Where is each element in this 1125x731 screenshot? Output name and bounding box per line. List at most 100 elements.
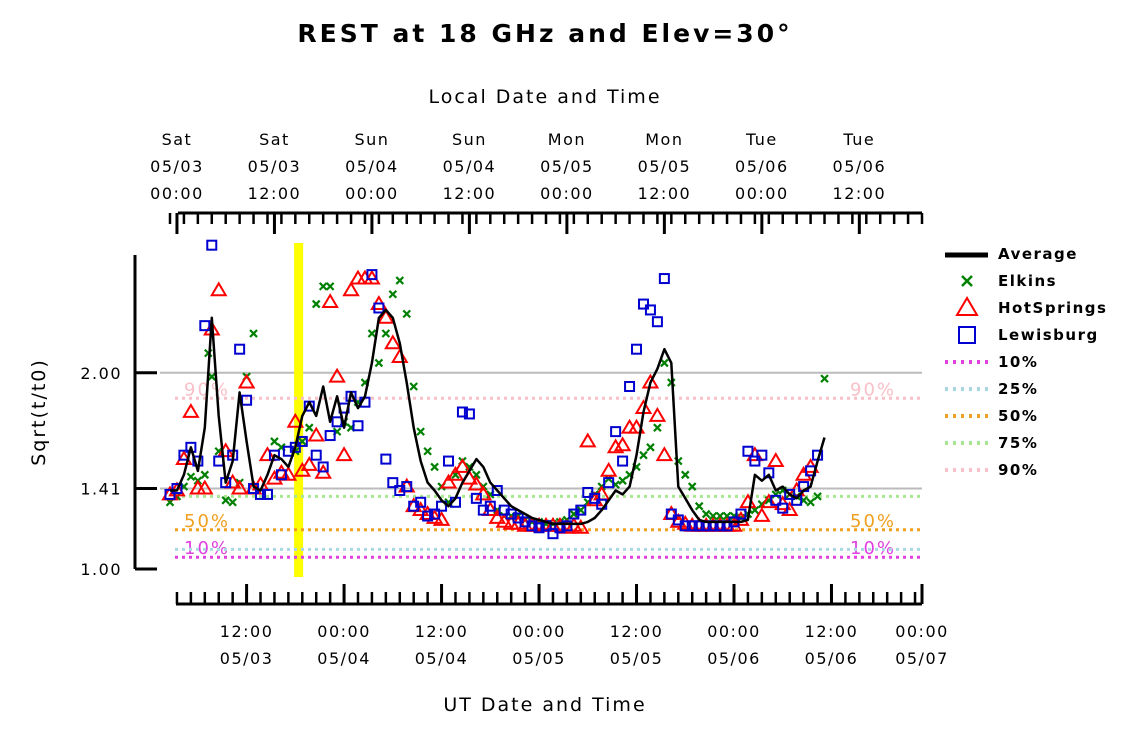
hotsprings-point [780,501,799,517]
elkins-point [687,482,697,491]
elkins-point [694,501,704,511]
elkins-point [680,470,690,480]
hotsprings-point [760,493,778,509]
x-stroke [374,358,384,368]
elkins-point [806,497,815,507]
lewisburg-point [401,481,413,493]
percentile-label-left: 10% [184,538,230,559]
x-stroke [277,443,286,452]
hotsprings-point [223,473,242,489]
lewisburg-point [234,343,246,355]
elkins-point [270,437,279,446]
top-tick-day: Sat [259,130,290,149]
elkins-point [318,282,328,291]
x-stroke [701,509,711,519]
hotsprings-point [753,507,771,522]
legend-item: 10% [945,353,1037,371]
hotsprings-point [230,479,249,495]
hotsprings-point [655,446,674,462]
hotsprings-point [488,509,507,524]
average-line [170,308,826,526]
lewisburg-point [324,430,336,442]
data-series [161,239,829,540]
lewisburg-point [491,485,503,496]
x-stroke [660,358,669,368]
lewisburg-point [624,380,636,392]
elkins-point [311,299,321,309]
legend-label: 50% [998,407,1038,425]
hotsprings-point [335,446,353,462]
top-tick-time: 12:00 [248,184,302,203]
lewisburg-point [679,520,691,532]
bottom-tick-time: 00:00 [707,622,761,641]
x-stroke [409,382,418,391]
hotsprings-point [279,465,298,481]
hotsprings-point [237,373,256,389]
percentile-label-right: 10% [850,538,896,559]
x-stroke [402,309,412,319]
elkins-point [771,490,781,499]
hotsprings-point [746,446,764,462]
x-stroke [270,437,279,446]
lewisburg-point [637,298,649,310]
hotsprings-point [342,281,360,297]
lewisburg-point [199,320,211,332]
percentile-label-right: 50% [850,511,896,532]
lewisburg-point [429,508,441,520]
lewisburg-point [547,528,559,540]
elkins-point [228,497,237,507]
lewisburg-point [387,477,399,489]
elkins-point [820,374,829,383]
top-tick-date: 05/06 [735,157,789,176]
y-tick-label: 1.41 [80,480,122,499]
elkins-point [402,309,412,319]
elkins-point [660,358,669,368]
x-stroke [722,511,732,521]
elkins-point [367,329,377,338]
top-tick-time: 00:00 [540,184,594,203]
elkins-point [381,329,391,338]
lewisburg-point [470,492,482,504]
lewisburg-point [589,492,601,504]
elkins-point [221,496,230,505]
lewisburg-point [665,508,677,520]
hotsprings-point [599,461,618,477]
x-stroke [646,443,655,452]
hotsprings-point [579,432,597,448]
highlight-bar [294,243,304,577]
lewisburg-point [415,496,427,508]
legend-item: HotSprings [955,296,1106,317]
x-stroke [388,289,398,299]
x-stroke [653,423,662,432]
x-stroke [367,329,377,338]
hotsprings-point [384,334,402,350]
lewisburg-point [275,469,287,481]
lewisburg-point [261,488,273,500]
bottom-tick-date: 05/06 [805,649,859,668]
bottom-axis: 12:00 05/03 00:00 05/04 12:00 05/04 00:00 05/05… [175,584,947,668]
top-tick-date: 05/05 [638,157,692,176]
top-tick-day: Tue [745,130,778,149]
lewisburg-point [561,520,573,532]
hotsprings-point [606,438,625,454]
x-stroke [687,482,697,491]
hotsprings-point [307,426,325,442]
lewisburg-point [603,477,615,489]
x-stroke [228,497,237,507]
legend-item: 25% [945,380,1037,398]
x-stroke [186,472,196,482]
lewisburg-point [310,449,322,461]
legend-marker [955,296,979,316]
top-tick-time: 00:00 [345,184,399,203]
series-lewisburg [164,239,824,540]
x-stroke [304,423,314,432]
x-stroke [318,282,328,291]
x-stroke [430,462,439,472]
elkins-point [325,282,335,291]
hotsprings-point [613,436,632,452]
top-tick-time: 12:00 [443,184,497,203]
lewisburg-point [644,304,656,316]
lewisburg-point [206,239,218,251]
bottom-tick-time: 00:00 [512,622,566,641]
